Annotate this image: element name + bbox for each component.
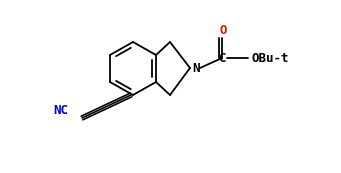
Text: N: N xyxy=(192,61,199,75)
Text: OBu-t: OBu-t xyxy=(252,52,290,65)
Text: C: C xyxy=(218,52,226,65)
Text: NC: NC xyxy=(53,103,68,116)
Text: O: O xyxy=(219,24,227,37)
